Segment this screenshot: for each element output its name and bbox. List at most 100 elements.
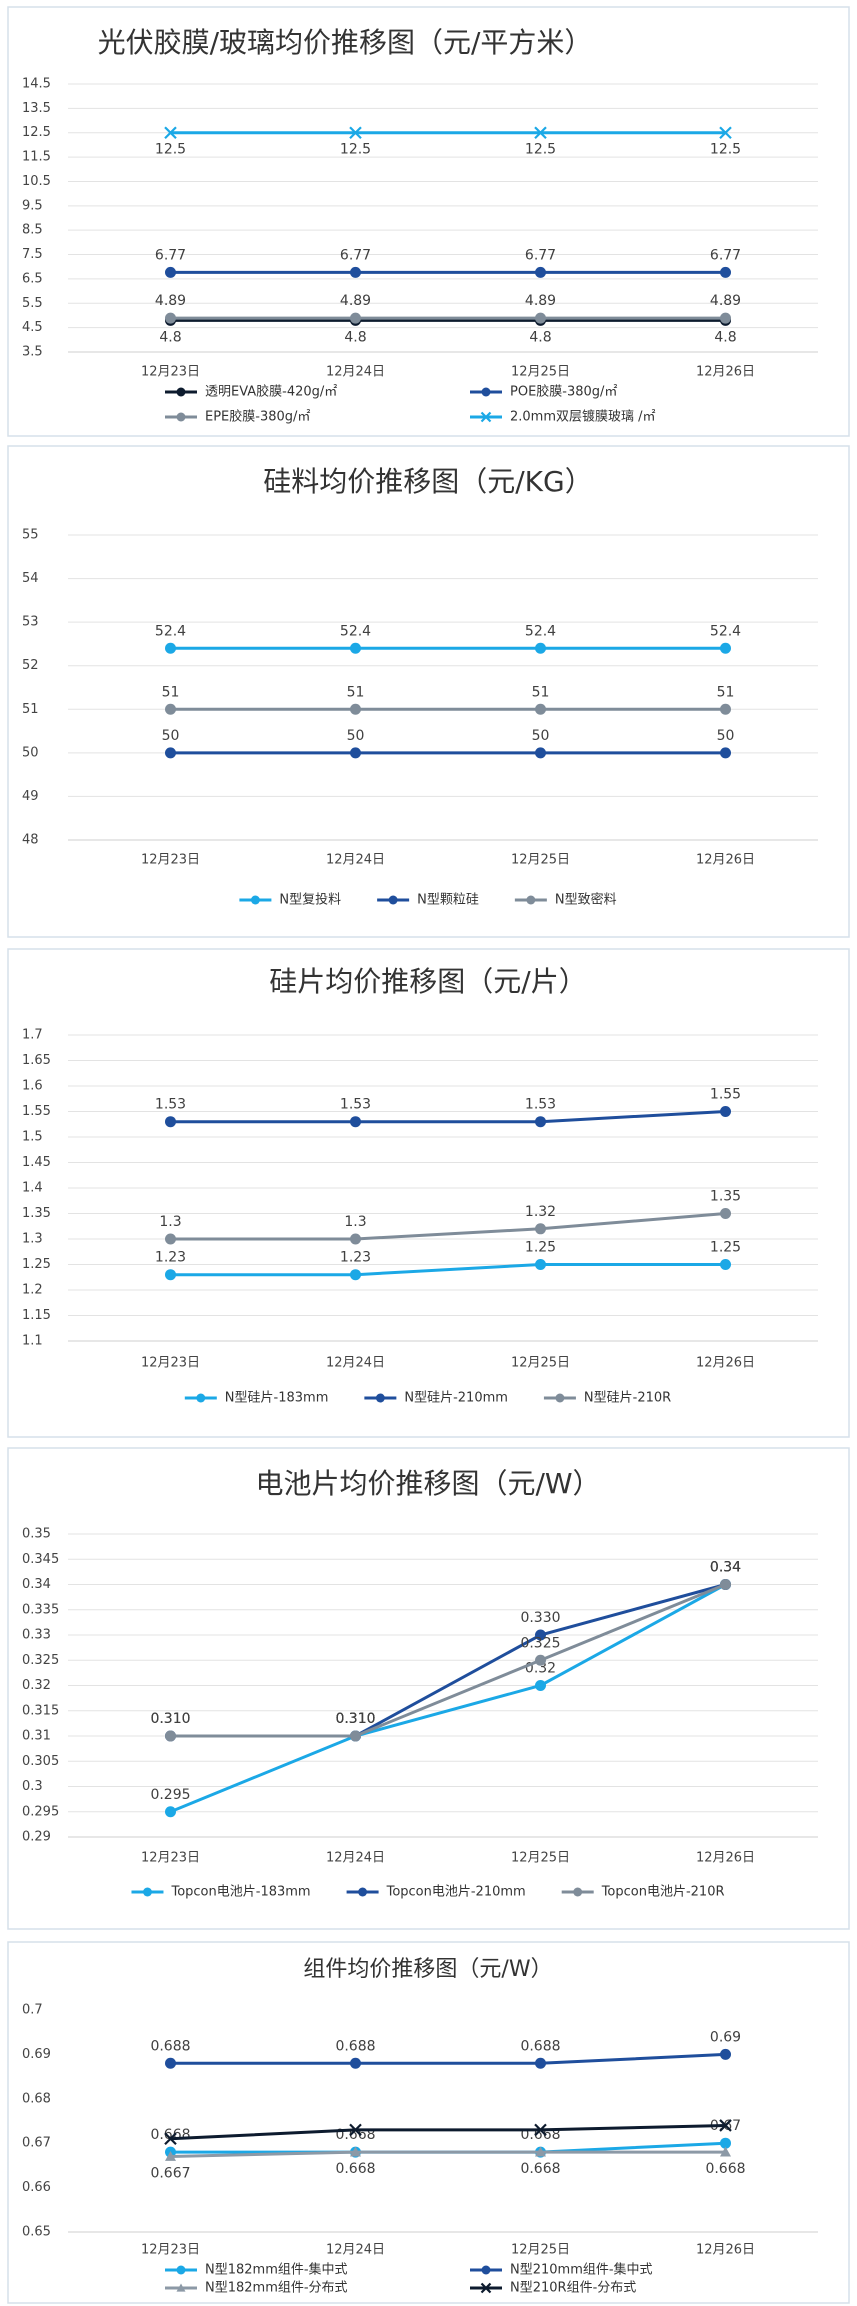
legend-item: N型复投料 bbox=[239, 892, 341, 908]
data-label: 0.34 bbox=[710, 1560, 741, 1576]
y-tick-label: 0.3 bbox=[22, 1779, 43, 1794]
legend-item: N型硅片-183mm bbox=[184, 1391, 328, 1406]
y-tick-label: 1.25 bbox=[22, 1257, 51, 1272]
data-label: 6.77 bbox=[155, 247, 186, 263]
data-label: 50 bbox=[532, 728, 550, 744]
marker bbox=[164, 126, 177, 140]
marker bbox=[720, 703, 731, 715]
chart-panel: 光伏胶膜/玻璃均价推移图（元/平方米） 3.5 4.5 5.5 6.5 7.5 8.5 9.5… bbox=[7, 6, 850, 437]
marker bbox=[176, 412, 186, 422]
data-label: 0.668 bbox=[520, 2161, 560, 2177]
marker bbox=[165, 1269, 176, 1281]
data-label: 0.34 bbox=[710, 1560, 741, 1576]
marker bbox=[165, 1806, 176, 1818]
y-tick-label: 48 bbox=[22, 833, 39, 848]
data-label: 12.5 bbox=[155, 142, 186, 158]
panel-frame bbox=[7, 948, 850, 1438]
data-label: 1.32 bbox=[525, 1204, 556, 1220]
series-line bbox=[170, 1583, 727, 1738]
chart-panel: 硅片均价推移图（元/片） 1.1 1.15 1.2 1.25 1.3 1.35 1.4 1.45… bbox=[7, 948, 850, 1438]
legend-label: N型210R组件-分布式 bbox=[510, 2281, 636, 2296]
legend-label: N型182mm组件-集中式 bbox=[205, 2262, 348, 2278]
marker bbox=[165, 1730, 176, 1742]
marker bbox=[176, 387, 186, 397]
y-tick-label: 0.325 bbox=[22, 1653, 59, 1668]
data-label: 0.34 bbox=[710, 1560, 741, 1576]
legend-label: N型颗粒硅 bbox=[417, 893, 479, 908]
y-tick-label: 13.5 bbox=[22, 101, 51, 116]
marker bbox=[350, 2146, 361, 2157]
y-tick-label: 4.5 bbox=[22, 320, 43, 335]
chart-title: 硅片均价推移图（元/片） bbox=[269, 965, 586, 998]
y-tick-label: 14.5 bbox=[22, 77, 51, 92]
legend-label: POE胶膜-380g/㎡ bbox=[510, 384, 617, 400]
legend-label: N型致密料 bbox=[555, 892, 617, 908]
marker bbox=[535, 1259, 546, 1270]
series-line bbox=[170, 2123, 726, 2141]
data-label: 0.668 bbox=[150, 2127, 190, 2143]
marker bbox=[720, 2048, 731, 2060]
y-tick-label: 0.68 bbox=[22, 2091, 51, 2106]
marker bbox=[250, 895, 260, 905]
data-label: 0.325 bbox=[520, 1635, 560, 1651]
chart-title: 组件均价推移图（元/W） bbox=[303, 1957, 552, 1982]
data-label: 51 bbox=[162, 684, 180, 700]
panel-frame bbox=[7, 6, 850, 437]
chart-panel: 组件均价推移图（元/W） 0.65 0.66 0.67 0.68 0.69 0.7 12月23… bbox=[7, 1941, 850, 2304]
x-tick-label: 12月25日 bbox=[511, 1851, 570, 1866]
legend-label: N型182mm组件-分布式 bbox=[205, 2281, 348, 2296]
legend-label: Topcon电池片-210mm bbox=[386, 1885, 526, 1900]
marker bbox=[481, 387, 491, 397]
y-tick-label: 49 bbox=[22, 789, 39, 804]
data-label: 0.310 bbox=[335, 1711, 375, 1727]
data-label: 50 bbox=[717, 728, 735, 744]
y-tick-label: 0.67 bbox=[22, 2136, 51, 2151]
data-label: 51 bbox=[532, 684, 550, 700]
x-tick-label: 12月24日 bbox=[326, 2243, 385, 2258]
legend-label: 2.0mm双层镀膜玻璃 /㎡ bbox=[510, 409, 656, 425]
y-tick-label: 0.295 bbox=[22, 1804, 59, 1819]
marker bbox=[535, 2057, 546, 2069]
data-label: 12.5 bbox=[340, 142, 371, 158]
marker bbox=[142, 1887, 152, 1897]
x-tick-label: 12月25日 bbox=[511, 853, 570, 868]
data-label: 0.668 bbox=[335, 2161, 375, 2177]
data-label: 0.688 bbox=[150, 2038, 190, 2054]
x-tick-label: 12月23日 bbox=[141, 853, 200, 868]
marker bbox=[350, 1269, 361, 1281]
y-tick-label: 7.5 bbox=[22, 247, 43, 262]
marker bbox=[388, 895, 398, 905]
data-label: 0.668 bbox=[705, 2161, 745, 2177]
marker bbox=[165, 312, 176, 324]
legend-label: EPE胶膜-380g/㎡ bbox=[205, 409, 310, 425]
marker bbox=[535, 2146, 546, 2157]
data-label: 6.77 bbox=[710, 247, 741, 263]
y-tick-label: 52 bbox=[22, 658, 39, 673]
marker bbox=[350, 703, 361, 715]
y-tick-label: 6.5 bbox=[22, 271, 43, 286]
marker bbox=[526, 895, 536, 905]
y-tick-label: 0.32 bbox=[22, 1678, 51, 1693]
panel-frame bbox=[7, 1941, 850, 2304]
data-label: 0.310 bbox=[335, 1711, 375, 1727]
data-label: 4.8 bbox=[529, 329, 551, 345]
y-tick-label: 5.5 bbox=[22, 296, 43, 311]
data-label: 1.35 bbox=[710, 1189, 741, 1205]
data-label: 51 bbox=[717, 684, 735, 700]
x-tick-label: 12月26日 bbox=[696, 365, 755, 380]
data-label: 51 bbox=[347, 684, 365, 700]
marker bbox=[720, 2146, 731, 2157]
marker bbox=[720, 1106, 731, 1117]
y-tick-label: 1.2 bbox=[22, 1283, 43, 1298]
marker bbox=[176, 2265, 186, 2275]
y-tick-label: 1.5 bbox=[22, 1130, 43, 1145]
x-tick-label: 12月23日 bbox=[141, 365, 200, 380]
legend-item: N型颗粒硅 bbox=[377, 893, 479, 908]
x-tick-label: 12月26日 bbox=[696, 1356, 755, 1371]
y-tick-label: 54 bbox=[22, 571, 39, 586]
legend-item: N型硅片-210R bbox=[543, 1391, 671, 1406]
y-tick-label: 1.4 bbox=[22, 1181, 43, 1196]
marker bbox=[165, 266, 176, 278]
y-tick-label: 1.6 bbox=[22, 1079, 43, 1094]
